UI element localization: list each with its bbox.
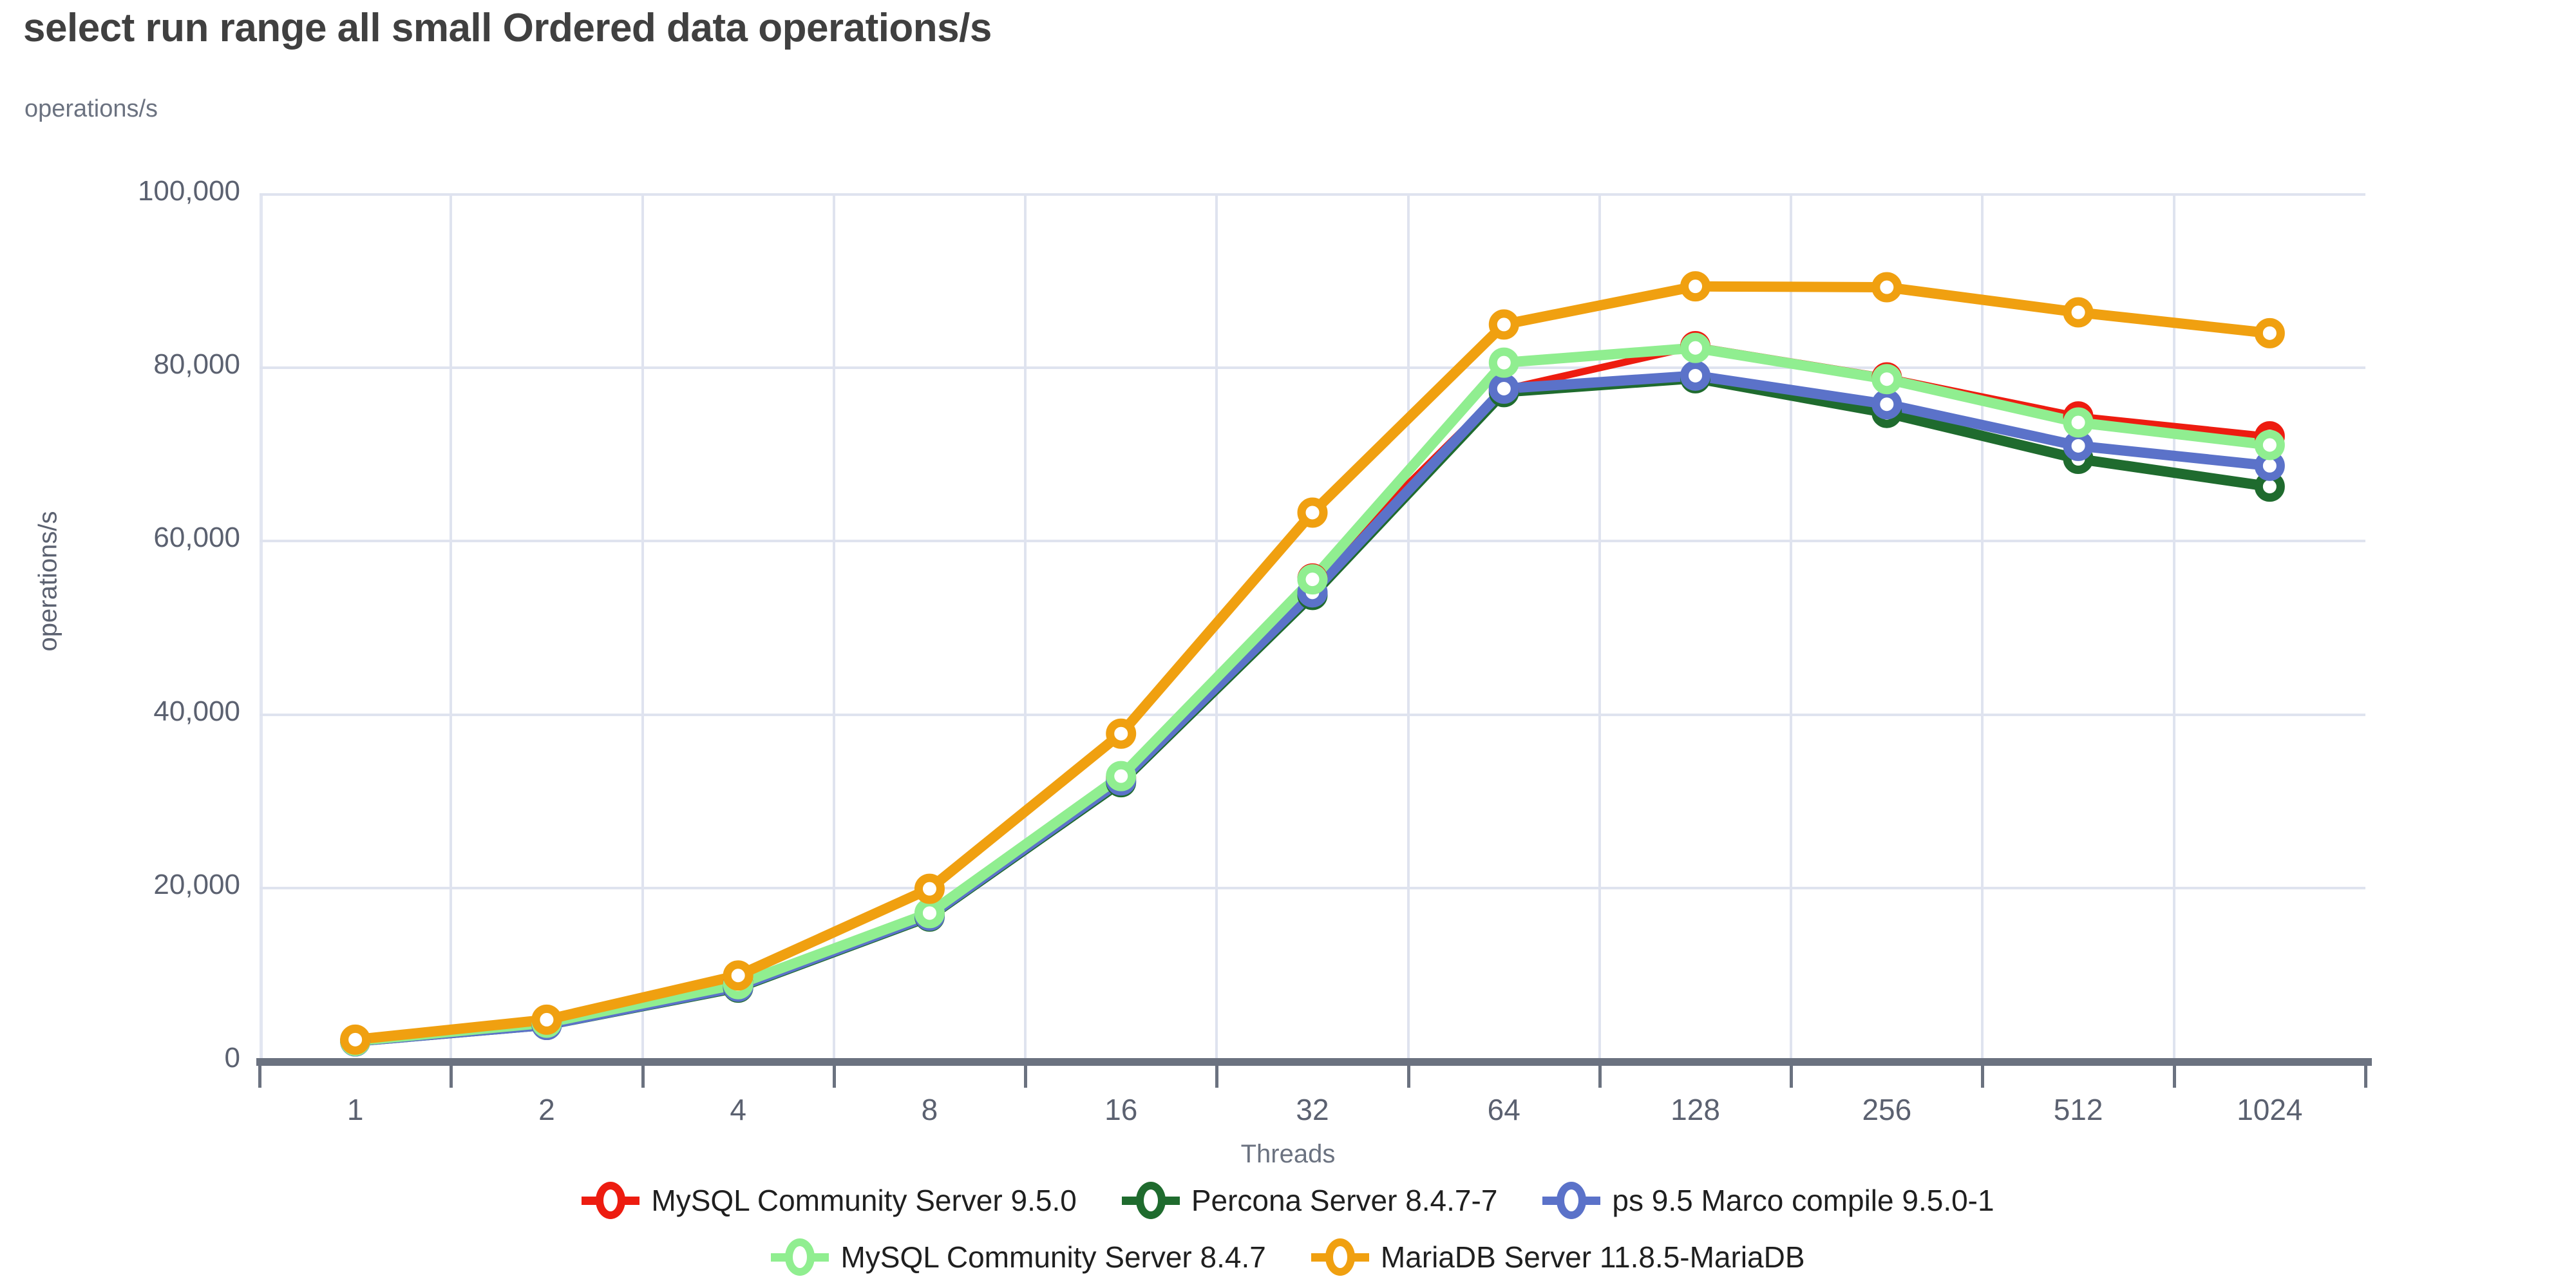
x-axis-tick-mark (1790, 1066, 1794, 1088)
x-axis-tick-mark (1406, 1066, 1410, 1088)
data-point-marker[interactable] (1488, 347, 1519, 378)
data-point-marker[interactable] (2063, 297, 2094, 328)
legend-item[interactable]: MySQL Community Server 8.4.7 (771, 1236, 1266, 1278)
legend-row: MySQL Community Server 8.4.7 MariaDB Serv… (0, 1229, 2576, 1285)
data-point-marker[interactable] (1106, 761, 1137, 791)
legend-item-label: MariaDB Server 11.8.5-MariaDB (1380, 1240, 1805, 1274)
gridline-horizontal (260, 713, 2365, 716)
x-axis-tick-label: 128 (1671, 1093, 1720, 1126)
data-point-marker[interactable] (531, 1004, 562, 1035)
data-point-marker[interactable] (1106, 718, 1137, 749)
gridline-horizontal (260, 540, 2365, 543)
y-axis-tick-label: 20,000 (153, 868, 240, 900)
x-axis-tick-label: 32 (1296, 1093, 1329, 1126)
series-line (350, 370, 2275, 1047)
data-point-marker[interactable] (914, 898, 945, 929)
gridline-vertical (832, 194, 835, 1061)
gridline-horizontal (260, 886, 2365, 889)
plot-left-edge (260, 194, 263, 1061)
x-axis-tick-label: 64 (1487, 1093, 1520, 1126)
y-axis-tick-label: 100,000 (137, 175, 240, 207)
data-point-marker[interactable] (1680, 271, 1711, 302)
gridline-vertical (1981, 194, 1984, 1061)
x-axis-tick-mark (2172, 1066, 2176, 1088)
series-line (350, 373, 2275, 1047)
data-point-marker[interactable] (1871, 364, 1902, 395)
data-point-marker[interactable] (914, 873, 945, 904)
data-point-marker[interactable] (1680, 332, 1711, 363)
data-point-marker[interactable] (2254, 317, 2285, 348)
series-line (352, 343, 2273, 1045)
data-point-marker[interactable] (2254, 430, 2285, 460)
x-axis-tick-mark (1598, 1066, 1602, 1088)
data-point-marker[interactable] (1488, 309, 1519, 340)
x-axis-tick-label: 1 (346, 1093, 364, 1126)
gridline-vertical (1790, 194, 1793, 1061)
gridline-vertical (641, 194, 644, 1061)
data-point-marker[interactable] (1680, 360, 1711, 391)
plot-area (260, 193, 2365, 1061)
legend-item-label: MySQL Community Server 9.5.0 (651, 1184, 1077, 1217)
data-point-marker[interactable] (1871, 389, 1902, 420)
legend-item-label: Percona Server 8.4.7-7 (1191, 1184, 1498, 1217)
x-axis-tick-label: 256 (1862, 1093, 1912, 1126)
x-axis-tick-mark (641, 1066, 645, 1088)
y-axis-tick-label: 40,000 (153, 695, 240, 727)
y-axis-unit-caption: operations/s (24, 95, 158, 122)
gridline-vertical (2172, 194, 2175, 1061)
legend-marker-icon (582, 1180, 640, 1221)
gridline-vertical (1406, 194, 1410, 1061)
data-point-marker[interactable] (340, 1024, 371, 1055)
x-axis-tick-mark (1215, 1066, 1219, 1088)
x-axis-tick-label: 512 (2053, 1093, 2103, 1126)
x-axis-tick-mark (832, 1066, 836, 1088)
legend-item-label: ps 9.5 Marco compile 9.5.0-1 (1612, 1184, 1994, 1217)
data-point-marker[interactable] (2063, 407, 2094, 438)
gridline-horizontal (260, 366, 2365, 370)
series-line (350, 343, 2275, 1046)
gridline-vertical (1598, 194, 1601, 1061)
x-axis-tick-mark (2364, 1066, 2367, 1088)
legend-marker-icon (1542, 1180, 1601, 1221)
x-axis-tick-label: 1024 (2237, 1093, 2303, 1126)
x-axis-tick-mark (258, 1066, 261, 1088)
legend-item[interactable]: Percona Server 8.4.7-7 (1121, 1180, 1498, 1221)
x-axis-title: Threads (1240, 1140, 1336, 1168)
legend-marker-icon (771, 1236, 829, 1278)
chart-legend: MySQL Community Server 9.5.0 Percona Serv… (0, 1172, 2576, 1285)
legend-item[interactable]: MySQL Community Server 9.5.0 (582, 1180, 1077, 1221)
x-axis-line (256, 1058, 2372, 1066)
x-axis-tick-label: 8 (921, 1093, 938, 1126)
legend-item-label: MySQL Community Server 8.4.7 (840, 1240, 1266, 1274)
legend-marker-icon (1121, 1180, 1180, 1221)
x-axis-tick-mark (1024, 1066, 1028, 1088)
data-point-marker[interactable] (723, 960, 753, 991)
legend-item[interactable]: MariaDB Server 11.8.5-MariaDB (1311, 1236, 1805, 1278)
gridline-horizontal (260, 193, 2365, 196)
y-axis-tick-label: 0 (224, 1042, 240, 1074)
series-lines (340, 271, 2285, 1057)
y-axis-tick-label: 60,000 (153, 522, 240, 554)
x-axis-tick-mark (1981, 1066, 1985, 1088)
x-axis-tick-label: 16 (1104, 1093, 1138, 1126)
x-axis-tick-mark (450, 1066, 453, 1088)
x-axis-tick-label: 4 (730, 1093, 746, 1126)
data-point-marker[interactable] (2063, 430, 2094, 461)
y-axis-title: operations/s (33, 511, 62, 652)
legend-row: MySQL Community Server 9.5.0 Percona Serv… (0, 1172, 2576, 1229)
data-point-marker[interactable] (1871, 272, 1902, 303)
legend-item[interactable]: ps 9.5 Marco compile 9.5.0-1 (1542, 1180, 1994, 1221)
page-title: select run range all small Ordered data … (23, 6, 992, 50)
data-point-marker[interactable] (1297, 564, 1328, 595)
data-point-marker[interactable] (1488, 374, 1519, 404)
y-axis-tick-label: 80,000 (153, 348, 240, 381)
gridline-vertical (450, 194, 453, 1061)
data-point-marker[interactable] (1297, 497, 1328, 528)
legend-marker-icon (1311, 1236, 1369, 1278)
x-axis-tick-label: 2 (538, 1093, 555, 1126)
gridline-vertical (1024, 194, 1027, 1061)
